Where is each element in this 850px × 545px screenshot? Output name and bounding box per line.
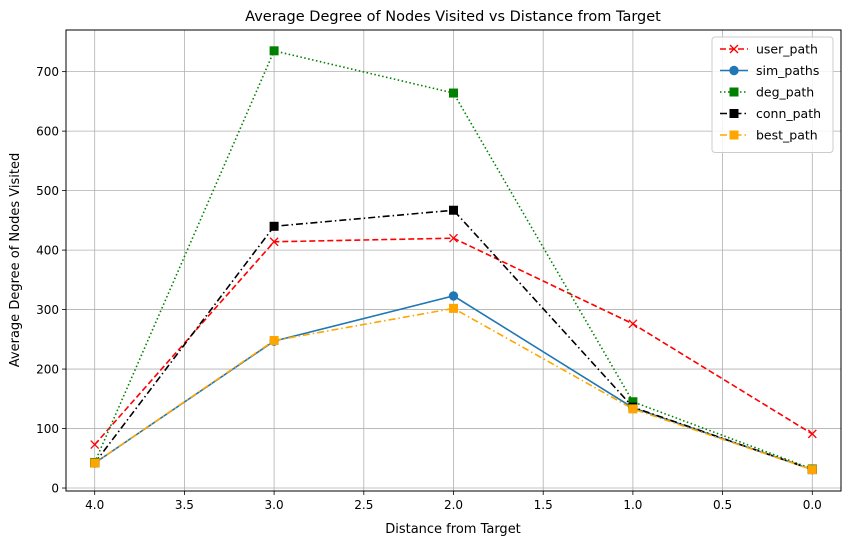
x-tick-label: 2.0: [444, 498, 463, 512]
legend-marker-best_path: [729, 130, 739, 140]
y-axis: 0 100 200 300 400 500 600 700: [36, 65, 66, 496]
y-tick-label: 600: [36, 125, 59, 139]
x-tick-label: 3.0: [265, 498, 284, 512]
y-tick-label: 300: [36, 303, 59, 317]
marker-stroke: [449, 233, 458, 243]
data-point-best_path: [449, 303, 458, 313]
legend-label-deg_path: deg_path: [756, 85, 814, 100]
data-point-user_path: [90, 440, 100, 450]
y-tick-label: 700: [36, 65, 59, 79]
marker-stroke: [269, 237, 279, 247]
marker-stroke: [90, 440, 100, 450]
data-point-deg_path: [269, 46, 279, 56]
data-point-best_path: [90, 458, 100, 468]
y-axis-label: Average Degree of Nodes Visited: [8, 153, 23, 367]
x-tick-label: 3.5: [175, 498, 194, 512]
y-tick-label: 500: [36, 184, 59, 198]
data-point-best_path: [628, 404, 638, 414]
x-tick-label: 0.0: [803, 498, 822, 512]
legend-label-conn_path: conn_path: [756, 106, 821, 121]
chart-title: Average Degree of Nodes Visited vs Dista…: [245, 9, 661, 25]
legend-label-best_path: best_path: [756, 128, 818, 143]
legend-marker-conn_path: [729, 109, 739, 118]
x-tick-label: 1.5: [534, 498, 553, 512]
data-point-best_path: [269, 336, 279, 346]
data-point-user_path: [807, 429, 817, 439]
data-point-conn_path: [449, 205, 458, 215]
legend-marker-deg_path: [729, 87, 739, 97]
x-tick-label: 1.0: [623, 498, 642, 512]
data-point-conn_path: [269, 221, 279, 231]
marker-stroke: [729, 44, 739, 54]
marker-stroke: [807, 429, 817, 439]
y-tick-label: 400: [36, 244, 59, 258]
data-point-user_path: [269, 237, 279, 247]
x-axis-label: Distance from Target: [385, 522, 521, 537]
y-tick-label: 0: [51, 482, 59, 496]
legend-marker-sim_paths: [729, 65, 739, 76]
legend-box: [711, 36, 834, 153]
legend: user_path sim_paths deg_path conn_path best_…: [711, 36, 834, 153]
data-point-sim_paths: [448, 291, 459, 301]
legend-label-sim_paths: sim_paths: [756, 63, 819, 78]
x-tick-label: 0.5: [713, 498, 732, 512]
x-axis: 4.0 3.5 3.0 2.5 2.0 1.5 1.0 0.5 0.0: [85, 491, 822, 512]
series-line-best_path: [94, 307, 813, 471]
data-point-best_path: [807, 465, 817, 475]
x-tick-label: 4.0: [85, 498, 104, 512]
legend-marker-user_path: [729, 44, 739, 54]
y-tick-label: 100: [36, 422, 59, 436]
series-markers: [90, 46, 817, 475]
legend-label-user_path: user_path: [756, 42, 818, 57]
y-tick-label: 200: [36, 363, 59, 377]
marker-stroke: [628, 319, 638, 329]
x-tick-label: 2.5: [354, 498, 373, 512]
data-point-deg_path: [449, 88, 458, 98]
data-point-user_path: [628, 319, 638, 329]
data-point-user_path: [449, 233, 458, 243]
